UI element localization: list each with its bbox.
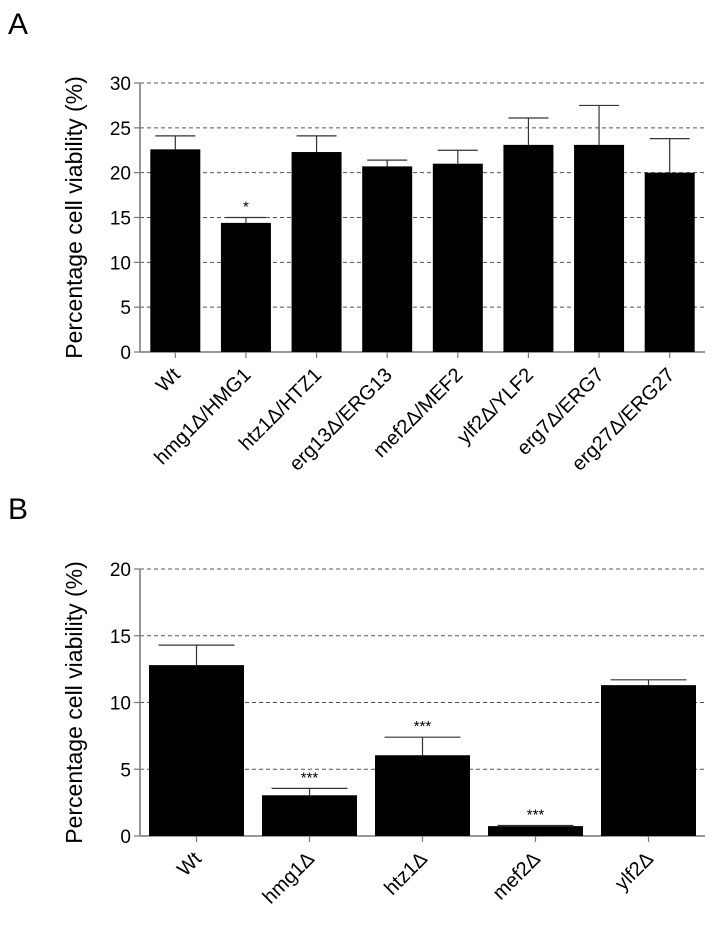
- bar: [220, 222, 271, 352]
- bar: [432, 163, 483, 352]
- y-tick-label: 0: [120, 343, 131, 364]
- panel-b: B 0 5 10 15 20 Percentage cell viability (%) Wt…: [8, 493, 705, 908]
- y-tick-label: 10: [110, 694, 131, 715]
- y-tick-label: 20: [110, 164, 131, 185]
- y-tick-label: 20: [110, 560, 131, 581]
- y-tick-label: 15: [110, 627, 131, 648]
- bar: [150, 149, 201, 352]
- bar: [291, 152, 342, 352]
- panel-a: A 0 5 10 15 20 25 30 Percentage cell viability (…: [8, 8, 705, 475]
- x-tick-label: Wt: [173, 848, 206, 881]
- x-tick-label: ylf2Δ: [611, 848, 658, 895]
- significance-marker: *: [243, 199, 249, 216]
- x-tick-label: Wt: [152, 364, 185, 397]
- significance-marker: ***: [414, 718, 432, 735]
- x-tick-label: mef2Δ: [489, 848, 545, 904]
- bar: [362, 166, 413, 352]
- y-tick-label: 5: [120, 298, 131, 319]
- panel-letter: A: [8, 8, 28, 41]
- y-tick-label: 5: [120, 760, 131, 781]
- bar: [574, 144, 625, 352]
- bar: [644, 172, 695, 352]
- y-tick-label: 30: [110, 74, 131, 95]
- significance-marker: ***: [301, 769, 319, 786]
- y-tick-label: 0: [120, 827, 131, 848]
- y-axis-label: Percentage cell viability (%): [61, 76, 87, 359]
- bar: [601, 685, 696, 836]
- x-tick-label: hmg1Δ: [259, 848, 319, 908]
- significance-marker: ***: [527, 806, 545, 823]
- bar: [149, 665, 244, 836]
- y-tick-label: 10: [110, 253, 131, 274]
- x-tick-label: htz1Δ: [380, 848, 432, 900]
- y-tick-label: 25: [110, 119, 131, 140]
- y-tick-label: 15: [110, 209, 131, 230]
- bar: [262, 795, 357, 836]
- bar: [503, 144, 554, 352]
- bar: [375, 755, 470, 836]
- panel-letter: B: [8, 493, 28, 526]
- bar: [488, 826, 583, 836]
- y-axis-label: Percentage cell viability (%): [61, 561, 87, 844]
